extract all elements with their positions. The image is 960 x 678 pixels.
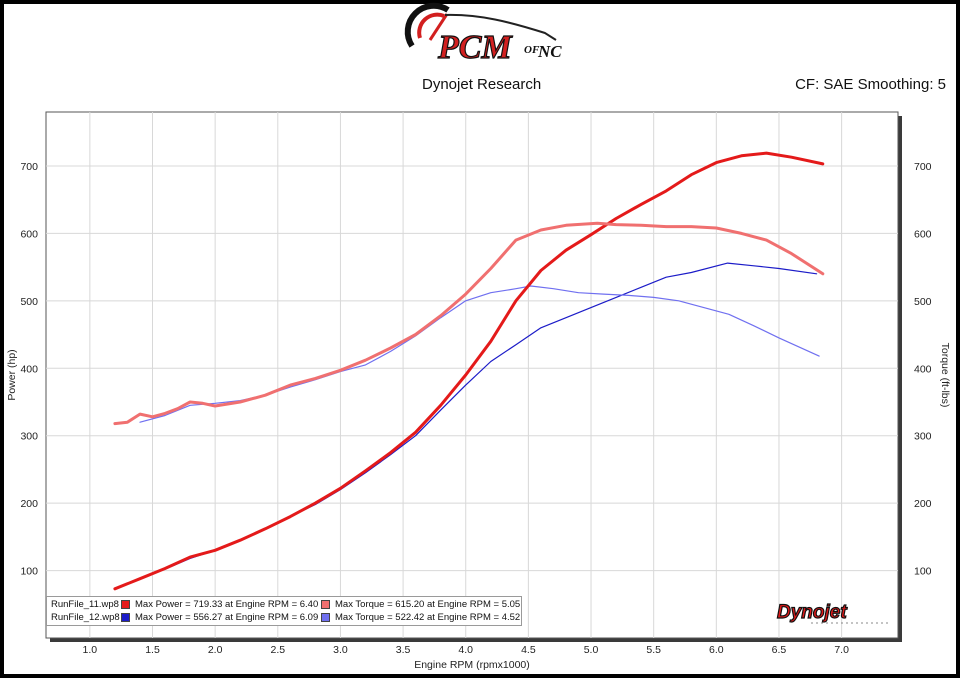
- y-axis-label-left: Power (hp): [6, 349, 18, 400]
- y-tick-label-left: 600: [20, 228, 38, 240]
- y-tick-label-right: 300: [914, 431, 932, 443]
- y-tick-label-right: 600: [914, 228, 932, 240]
- y-tick-label-right: 700: [914, 161, 932, 173]
- legend-max-power: Max Power = 556.27 at Engine RPM = 6.09: [135, 612, 319, 623]
- legend-max-torque: Max Torque = 522.42 at Engine RPM = 4.52: [335, 612, 521, 623]
- x-tick-label: 7.0: [834, 644, 849, 656]
- y-tick-label-left: 300: [20, 431, 38, 443]
- legend-file-name: RunFile_11.wp8: [51, 599, 119, 610]
- svg-text:OF: OF: [524, 44, 540, 56]
- report-title: Dynojet Research: [422, 76, 542, 93]
- y-tick-label-left: 100: [20, 566, 38, 578]
- x-tick-label: 6.5: [772, 644, 787, 656]
- x-tick-label: 1.5: [145, 644, 160, 656]
- y-tick-label-left: 400: [20, 363, 38, 375]
- x-tick-label: 3.5: [396, 644, 411, 656]
- x-tick-label: 3.0: [333, 644, 348, 656]
- legend-power-swatch: [121, 613, 130, 622]
- y-tick-label-left: 200: [20, 498, 38, 510]
- y-tick-label-right: 100: [914, 566, 932, 578]
- x-tick-label: 6.0: [709, 644, 724, 656]
- series-line-runfile-11-wp8-torque: [113, 221, 825, 426]
- legend-max-power: Max Power = 719.33 at Engine RPM = 6.40: [135, 599, 319, 610]
- legend-power-swatch: [121, 600, 130, 609]
- x-tick-label: 5.5: [646, 644, 661, 656]
- y-tick-label-right: 400: [914, 363, 932, 375]
- svg-text:Dynojet: Dynojet: [777, 602, 847, 623]
- x-tick-label: 5.0: [584, 644, 599, 656]
- y-tick-label-right: 500: [914, 296, 932, 308]
- legend-file-name: RunFile_12.wp8: [51, 612, 120, 623]
- dynojet-logo: Dynojet: [776, 601, 889, 624]
- correction-smoothing-label: CF: SAE Smoothing: 5: [795, 76, 946, 93]
- legend-max-torque: Max Torque = 615.20 at Engine RPM = 5.05: [335, 599, 521, 610]
- y-tick-label-left: 700: [20, 161, 38, 173]
- svg-text:NC: NC: [537, 42, 562, 61]
- y-tick-label-left: 500: [20, 296, 38, 308]
- x-axis-label: Engine RPM (rpmx1000): [414, 659, 530, 671]
- x-tick-label: 1.0: [83, 644, 98, 656]
- series-line-runfile-11-wp8-power: [113, 151, 825, 591]
- pcm-logo: PCM OF NC: [404, 2, 562, 67]
- x-tick-label: 4.5: [521, 644, 536, 656]
- x-tick-label: 4.0: [458, 644, 473, 656]
- legend-torque-swatch: [321, 613, 330, 622]
- chart-legend: RunFile_11.wp8 Max Power = 719.33 at Eng…: [46, 596, 522, 626]
- plot-area: [45, 111, 899, 639]
- x-tick-label: 2.5: [270, 644, 285, 656]
- y-axis-label-right: Torque (ft-lbs): [939, 343, 951, 408]
- svg-text:PCM: PCM: [437, 29, 513, 66]
- y-tick-label-right: 200: [914, 498, 932, 510]
- x-tick-label: 2.0: [208, 644, 223, 656]
- legend-torque-swatch: [321, 600, 330, 609]
